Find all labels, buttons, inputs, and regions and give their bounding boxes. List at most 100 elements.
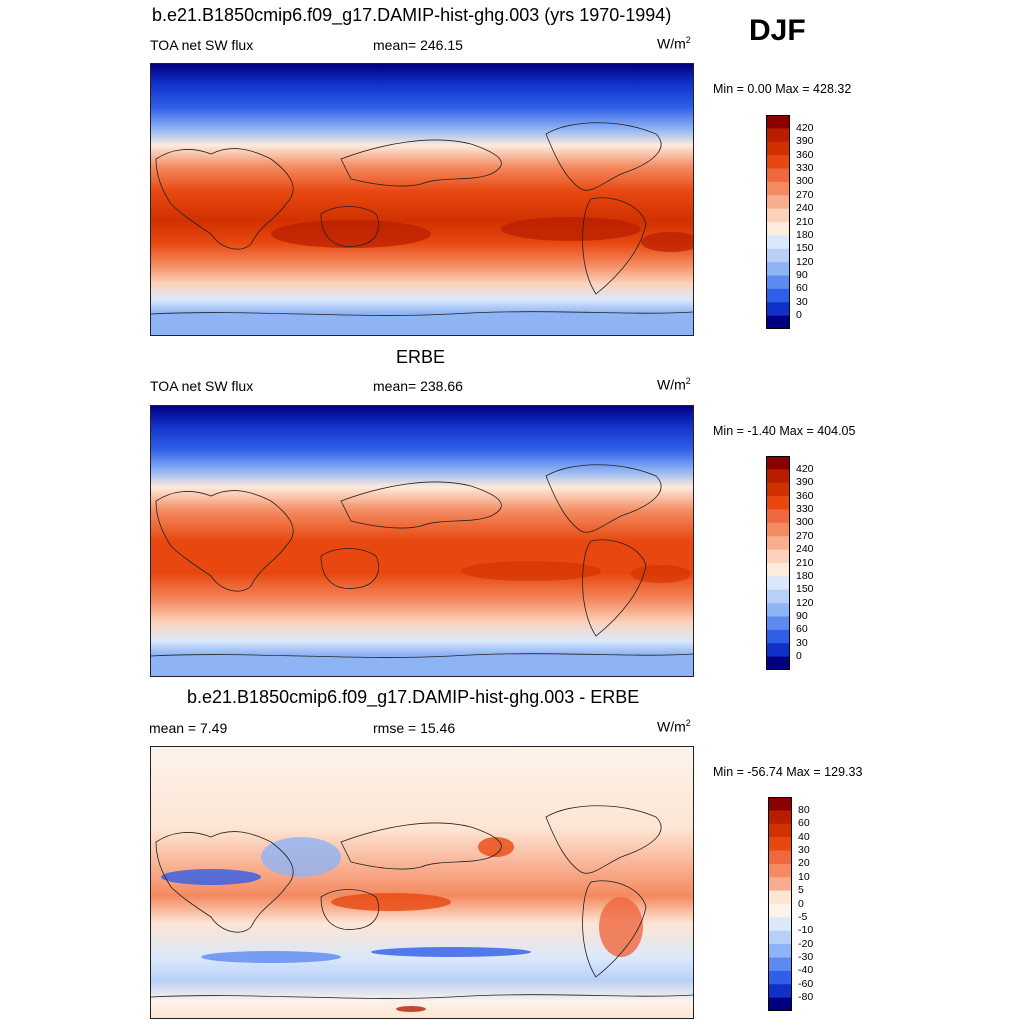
colorbar-swatch <box>768 944 792 958</box>
colorbar-tick-label: 180 <box>796 228 814 241</box>
colorbar-swatch <box>766 563 790 577</box>
colorbar-swatch <box>766 262 790 276</box>
colorbar-swatch <box>766 168 790 183</box>
colorbar-tick-label: 390 <box>796 476 814 489</box>
colorbar-swatch <box>768 984 792 999</box>
colorbar-tick-label: 120 <box>796 596 814 609</box>
panel-2-title: ERBE <box>396 347 446 367</box>
panel-1-coastlines <box>151 122 693 316</box>
colorbar-tick-label: 30 <box>796 295 808 308</box>
panel-2-minmax: Min = -1.40 Max = 404.05 <box>713 424 856 438</box>
colorbar-swatch <box>766 248 790 263</box>
colorbar-tick-label: 330 <box>796 503 814 515</box>
colorbar-swatch <box>766 235 790 250</box>
panel-2-variable-label: TOA net SW flux <box>150 378 254 394</box>
colorbar-swatch <box>766 616 790 631</box>
colorbar-tick-label: -20 <box>798 937 814 950</box>
colorbar-swatch <box>766 469 790 484</box>
colorbar-swatch <box>766 195 790 210</box>
colorbar-tick-label: 360 <box>796 148 814 161</box>
panel-2-mean-label: mean= 238.66 <box>373 378 463 394</box>
colorbar-tick-label: 360 <box>796 489 814 502</box>
panel-1-minmax: Min = 0.00 Max = 428.32 <box>713 82 852 96</box>
colorbar-swatch <box>766 656 790 670</box>
panel-2-units: W/m2 <box>657 376 691 393</box>
panel-2-colorbar: 420 390 360 330 300 270 240 210 180 150 120 90 60 30 0 <box>766 456 856 670</box>
colorbar-swatch <box>766 482 790 497</box>
panel-2-colorbar-swatches <box>766 456 790 670</box>
colorbar-swatch <box>766 643 790 658</box>
panel-1-colorbar-swatches <box>766 115 790 329</box>
panel-3-colorbar: 80 60 40 30 20 10 5 0 -5 -10 -20 -30 -40 -60 -80 <box>768 797 858 1011</box>
colorbar-tick-label: 0 <box>798 897 804 910</box>
colorbar-tick-label: 210 <box>796 556 814 569</box>
colorbar-swatch <box>768 877 792 892</box>
colorbar-tick-label: 120 <box>796 255 814 268</box>
colorbar-tick-label: 80 <box>798 803 810 816</box>
colorbar-tick-label: 270 <box>796 529 814 542</box>
colorbar-swatch <box>768 797 792 811</box>
panel-2-heatmap <box>151 406 693 676</box>
colorbar-swatch <box>766 128 790 143</box>
panel-3-rmse-label: rmse = 15.46 <box>373 720 456 736</box>
colorbar-tick-label: -10 <box>798 924 814 937</box>
colorbar-tick-label: 90 <box>796 610 808 622</box>
colorbar-tick-label: 300 <box>796 175 814 188</box>
colorbar-swatch <box>766 576 790 591</box>
colorbar-tick-label: 240 <box>796 543 814 556</box>
colorbar-tick-label: 0 <box>796 309 802 322</box>
colorbar-swatch <box>768 850 792 865</box>
colorbar-tick-label: 210 <box>796 215 814 228</box>
colorbar-swatch <box>766 155 790 169</box>
colorbar-tick-label: 180 <box>796 569 814 582</box>
panel-1-mean-label: mean= 246.15 <box>373 37 463 53</box>
colorbar-swatch <box>766 315 790 329</box>
panel-3-title: b.e21.B1850cmip6.f09_g17.DAMIP-hist-ghg.… <box>187 687 640 707</box>
panel-3-units: W/m2 <box>657 718 691 735</box>
panel-3-minmax: Min = -56.74 Max = 129.33 <box>713 765 863 779</box>
colorbar-tick-label: 420 <box>796 121 814 134</box>
colorbar-swatch <box>768 863 792 878</box>
colorbar-tick-label: 390 <box>796 135 814 148</box>
colorbar-tick-label: 60 <box>796 623 808 636</box>
panel-3-heatmap <box>151 747 693 1018</box>
colorbar-tick-label: 60 <box>798 817 810 830</box>
colorbar-swatch <box>768 997 792 1011</box>
colorbar-swatch <box>766 288 790 303</box>
colorbar-tick-label: 90 <box>796 269 808 281</box>
colorbar-tick-label: 150 <box>796 583 814 596</box>
colorbar-tick-label: 300 <box>796 516 814 529</box>
panel-2-map <box>150 405 694 677</box>
colorbar-swatch <box>766 522 790 537</box>
colorbar-tick-label: 60 <box>796 282 808 295</box>
colorbar-tick-label: 30 <box>798 844 810 856</box>
colorbar-swatch <box>766 456 790 470</box>
colorbar-swatch <box>766 141 790 156</box>
panel-3-colorbar-swatches <box>768 797 792 1011</box>
colorbar-swatch <box>768 810 792 825</box>
colorbar-tick-label: 40 <box>798 830 810 843</box>
colorbar-frame <box>766 115 790 329</box>
colorbar-tick-label: 240 <box>796 202 814 215</box>
colorbar-swatch <box>768 904 792 918</box>
colorbar-swatch <box>768 930 792 945</box>
colorbar-swatch <box>766 496 790 510</box>
colorbar-tick-label: -5 <box>798 910 808 923</box>
colorbar-swatch <box>766 629 790 644</box>
colorbar-swatch <box>766 589 790 604</box>
colorbar-tick-label: 420 <box>796 462 814 475</box>
colorbar-tick-label: -80 <box>798 991 814 1004</box>
colorbar-tick-label: -30 <box>798 951 814 963</box>
colorbar-swatch <box>766 536 790 551</box>
season-label: DJF <box>749 14 806 47</box>
colorbar-swatch <box>766 275 790 290</box>
colorbar-swatch <box>768 917 792 932</box>
colorbar-swatch <box>766 549 790 564</box>
colorbar-tick-label: 330 <box>796 162 814 174</box>
panel-1-units: W/m2 <box>657 35 691 52</box>
colorbar-swatch <box>768 823 792 838</box>
panel-1-heatmap <box>151 64 693 335</box>
colorbar-swatch <box>766 181 790 196</box>
colorbar-swatch <box>768 890 792 905</box>
colorbar-frame <box>766 456 790 670</box>
